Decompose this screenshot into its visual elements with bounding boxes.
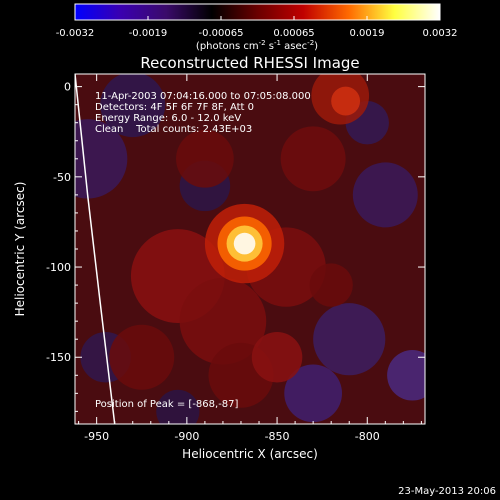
axis-ticks: -950 -900 -850 -800 0 -50 -100 -150: [46, 74, 425, 443]
y-axis-label: Heliocentric Y (arcsec): [13, 182, 27, 317]
heatmap-blob: [109, 324, 175, 390]
heatmap-blob: [179, 277, 267, 365]
heatmap-blob: [313, 303, 386, 376]
footer-date: 23-May-2013 20:06: [398, 486, 496, 497]
heatmap-blob: [233, 232, 256, 255]
y-tick-label: -50: [53, 171, 71, 184]
heatmap-blob: [75, 119, 128, 199]
colorbar-tick-label: -0.0019: [129, 28, 168, 39]
plot-area: [75, 74, 425, 424]
y-tick-label: -150: [46, 351, 71, 364]
colorbar-gradient: [74, 3, 441, 21]
x-tick-label: -950: [84, 430, 109, 443]
solar-limb-line: [75, 74, 116, 424]
heatmap-blob: [251, 331, 303, 383]
x-tick-label: -850: [265, 430, 290, 443]
heatmap-blob: [352, 162, 418, 228]
annotation-detectors: Detectors: 4F 5F 6F 7F 8F, Att 0: [95, 102, 254, 113]
peak-position-label: Position of Peak = [-868,-87]: [95, 399, 239, 410]
colorbar: -0.0032 -0.0019 -0.00065 0.00065 0.0019 0.003…: [56, 3, 458, 52]
y-tick-label: 0: [64, 81, 71, 94]
heatmap-blob: [284, 364, 343, 423]
heatmap-blob: [309, 263, 353, 307]
heatmap-image: [75, 74, 425, 424]
heatmap-blob: [387, 350, 425, 401]
annotation-block: 11-Apr-2003 07:04:16.000 to 07:05:08.000…: [95, 91, 311, 135]
chart-title: Reconstructed RHESSI Image: [140, 54, 359, 72]
colorbar-tick-label: -0.00065: [199, 28, 244, 39]
heatmap-blob: [331, 86, 361, 116]
colorbar-unit-label: (photons cm-2 s-1 asec-2): [196, 39, 318, 52]
x-axis-label: Heliocentric X (arcsec): [182, 447, 318, 461]
colorbar-tick-label: 0.0032: [423, 28, 458, 39]
colorbar-tick-label: 0.0019: [350, 28, 385, 39]
heatmap-blob: [156, 389, 200, 424]
annotation-counts: Clean Total counts: 2.43E+03: [95, 124, 252, 135]
colorbar-ticks: -0.0032 -0.0019 -0.00065 0.00065 0.0019 0.003…: [56, 16, 458, 39]
colorbar-tick-label: -0.0032: [56, 28, 95, 39]
heatmap-blob: [176, 129, 234, 188]
annotation-energy: Energy Range: 6.0 - 12.0 keV: [95, 113, 241, 124]
x-tick-label: -900: [174, 430, 199, 443]
heatmap-blob: [280, 126, 346, 192]
colorbar-tick-label: 0.00065: [273, 28, 314, 39]
annotation-time: 11-Apr-2003 07:04:16.000 to 07:05:08.000: [95, 91, 311, 102]
x-tick-label: -800: [355, 430, 380, 443]
heatmap-blob: [100, 74, 166, 138]
y-tick-label: -100: [46, 261, 71, 274]
